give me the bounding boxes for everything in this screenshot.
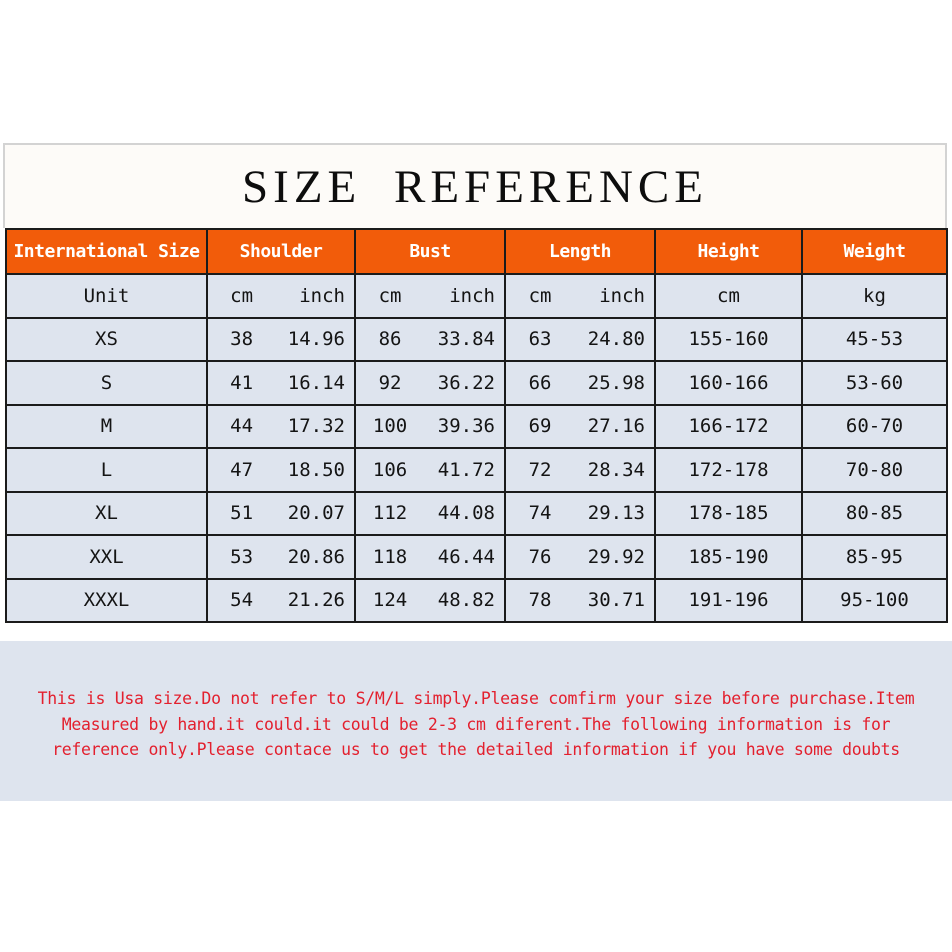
unit-shoulder: cm inch [206, 273, 356, 319]
shoulder-cm: 44 [230, 415, 254, 438]
size-label: XXXL [5, 577, 208, 623]
bust-inch: 33.84 [437, 328, 495, 351]
length-inch: 24.80 [587, 328, 645, 351]
length-inch: 28.34 [587, 458, 645, 481]
bust-cm: 86 [378, 328, 402, 351]
table-header-row: International Size Shoulder Bust Length … [5, 228, 948, 275]
shoulder-cm: 53 [230, 545, 254, 568]
table-row-xxl: XXL 53 20.86 118 46.44 76 29.92 185-190 85-… [5, 534, 948, 580]
size-table: International Size Shoulder Bust Length … [5, 228, 948, 623]
shoulder-cm: 51 [230, 502, 254, 525]
weight-range: 85-95 [801, 534, 948, 580]
size-reference-title-box: SIZE REFERENCE [3, 143, 947, 228]
height-range: 160-166 [654, 360, 803, 406]
length-cm: 74 [528, 502, 552, 525]
column-header-length: Length [504, 228, 656, 275]
length-cm: 66 [528, 371, 552, 394]
size-label: M [5, 403, 208, 449]
bust-cm: 106 [372, 458, 408, 481]
table-row-xxxl: XXXL 54 21.26 124 48.82 78 30.71 191-196 95… [5, 577, 948, 623]
shoulder-inch: 14.96 [287, 328, 345, 351]
weight-range: 95-100 [801, 577, 948, 623]
shoulder-inch: 18.50 [287, 458, 345, 481]
height-range: 172-178 [654, 447, 803, 493]
shoulder-cm: 38 [230, 328, 254, 351]
bust-cm: 112 [372, 502, 408, 525]
weight-range: 80-85 [801, 490, 948, 536]
weight-range: 70-80 [801, 447, 948, 493]
table-row-s: S 41 16.14 92 36.22 66 25.98 160-166 53-60 [5, 360, 948, 406]
length-cm: 72 [528, 458, 552, 481]
weight-range: 45-53 [801, 316, 948, 362]
column-header-height: Height [654, 228, 803, 275]
weight-range: 60-70 [801, 403, 948, 449]
table-row-l: L 47 18.50 106 41.72 72 28.34 172-178 70-80 [5, 447, 948, 493]
bust-inch: 39.36 [437, 415, 495, 438]
unit-length: cm inch [504, 273, 656, 319]
weight-range: 53-60 [801, 360, 948, 406]
size-label: XL [5, 490, 208, 536]
size-label: S [5, 360, 208, 406]
unit-shoulder-inch: inch [299, 284, 345, 307]
table-row-m: M 44 17.32 100 39.36 69 27.16 166-172 60-70 [5, 403, 948, 449]
bust-cm: 118 [372, 545, 408, 568]
column-header-shoulder: Shoulder [206, 228, 356, 275]
height-range: 155-160 [654, 316, 803, 362]
unit-height: cm [654, 273, 803, 319]
height-range: 178-185 [654, 490, 803, 536]
unit-length-inch: inch [599, 284, 645, 307]
unit-weight: kg [801, 273, 948, 319]
size-label: L [5, 447, 208, 493]
unit-row: Unit cm inch cm inch cm inch cm kg [5, 273, 948, 319]
length-inch: 25.98 [587, 371, 645, 394]
unit-length-cm: cm [528, 284, 552, 307]
unit-bust: cm inch [354, 273, 506, 319]
bust-inch: 36.22 [437, 371, 495, 394]
shoulder-cm: 54 [230, 589, 254, 612]
disclaimer-line: reference only.Please contace us to get … [52, 740, 900, 759]
shoulder-inch: 17.32 [287, 415, 345, 438]
unit-bust-cm: cm [378, 284, 402, 307]
height-range: 166-172 [654, 403, 803, 449]
column-header-international-size: International Size [5, 228, 208, 275]
shoulder-inch: 16.14 [287, 371, 345, 394]
column-header-weight: Weight [801, 228, 948, 275]
length-cm: 69 [528, 415, 552, 438]
shoulder-cm: 41 [230, 371, 254, 394]
length-inch: 30.71 [587, 589, 645, 612]
bust-cm: 92 [378, 371, 402, 394]
length-cm: 78 [528, 589, 552, 612]
bust-inch: 48.82 [437, 589, 495, 612]
size-label: XS [5, 316, 208, 362]
length-inch: 29.13 [587, 502, 645, 525]
disclaimer-line: This is Usa size.Do not refer to S/M/L s… [37, 689, 915, 708]
page-title: SIZE REFERENCE [242, 160, 708, 213]
shoulder-cm: 47 [230, 458, 254, 481]
height-range: 185-190 [654, 534, 803, 580]
bust-cm: 124 [372, 589, 408, 612]
table-row-xl: XL 51 20.07 112 44.08 74 29.13 178-185 80-8… [5, 490, 948, 536]
shoulder-inch: 20.86 [287, 545, 345, 568]
bust-inch: 46.44 [437, 545, 495, 568]
bust-inch: 41.72 [437, 458, 495, 481]
length-cm: 76 [528, 545, 552, 568]
size-label: XXL [5, 534, 208, 580]
column-header-bust: Bust [354, 228, 506, 275]
length-inch: 27.16 [587, 415, 645, 438]
height-range: 191-196 [654, 577, 803, 623]
bust-cm: 100 [372, 415, 408, 438]
unit-label: Unit [5, 273, 208, 319]
disclaimer-panel: This is Usa size.Do not refer to S/M/L s… [0, 641, 952, 801]
unit-shoulder-cm: cm [230, 284, 254, 307]
shoulder-inch: 20.07 [287, 502, 345, 525]
bust-inch: 44.08 [437, 502, 495, 525]
length-cm: 63 [528, 328, 552, 351]
unit-bust-inch: inch [449, 284, 495, 307]
shoulder-inch: 21.26 [287, 589, 345, 612]
length-inch: 29.92 [587, 545, 645, 568]
disclaimer-line: Measured by hand.it could.it could be 2-… [61, 714, 891, 734]
table-row-xs: XS 38 14.96 86 33.84 63 24.80 155-160 45-53 [5, 316, 948, 362]
